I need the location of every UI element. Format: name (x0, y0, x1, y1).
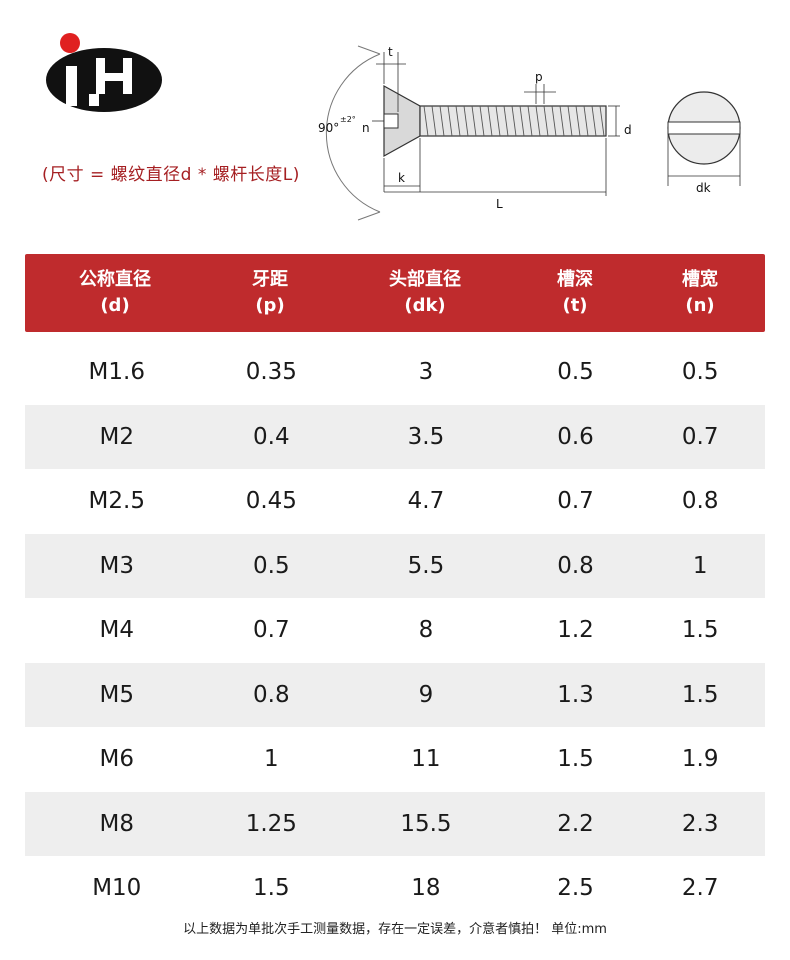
header-cell: 公称直径 (d) (79, 269, 151, 316)
table-row: M5 0.8 9 1.3 1.5 (25, 662, 765, 727)
label-angle: 90° (318, 121, 339, 135)
label-d: d (624, 123, 632, 137)
table-row: M1.6 0.35 3 0.5 0.5 (88, 359, 719, 386)
table-row: M2.5 0.45 4.7 0.7 0.8 (88, 488, 719, 515)
label-p: p (535, 70, 543, 84)
screw-diagram: t p d n 90° ±2° k L dk (318, 45, 741, 221)
table-row: M2 0.4 3.5 0.6 0.7 (25, 404, 765, 469)
brand-logo (46, 33, 162, 112)
header-cell: 牙距 (p) (252, 269, 288, 316)
table-row: M4 0.7 8 1.2 1.5 (99, 617, 719, 644)
header-cell: 头部直径 (dk) (389, 269, 461, 316)
table-row: M3 0.5 5.5 0.8 1 (25, 533, 765, 598)
table-row: M10 1.5 18 2.5 2.7 (92, 875, 719, 902)
header-cell: 槽宽 (n) (682, 269, 718, 316)
footer-note: 以上数据为单批次手工测量数据，存在一定误差，介意者慎拍！ 单位:mm (183, 922, 607, 937)
table-body: M1.6 0.35 3 0.5 0.5 M2 0.4 3.5 0.6 0.7 M2.5 0.45 4… (25, 340, 765, 921)
table-header: 公称直径 (d) 牙距 (p) 头部直径 (dk) 槽深 (t) 槽宽 (n) (25, 254, 765, 332)
spec-table: 公称直径 (d) 牙距 (p) 头部直径 (dk) 槽深 (t) 槽宽 (n) … (25, 254, 765, 921)
label-k: k (398, 171, 405, 185)
table-row: M6 1 11 1.5 1.9 (99, 746, 719, 773)
header-cell: 槽深 (t) (557, 269, 593, 316)
label-dk: dk (696, 181, 711, 195)
label-n: n (362, 121, 370, 135)
label-tolerance: ±2° (340, 115, 356, 124)
label-L: L (496, 197, 503, 211)
table-row: M8 1.25 15.5 2.2 2.3 (25, 791, 765, 856)
size-note: (尺寸 = 螺纹直径d * 螺杆长度L) (42, 165, 300, 185)
label-t: t (388, 45, 393, 59)
